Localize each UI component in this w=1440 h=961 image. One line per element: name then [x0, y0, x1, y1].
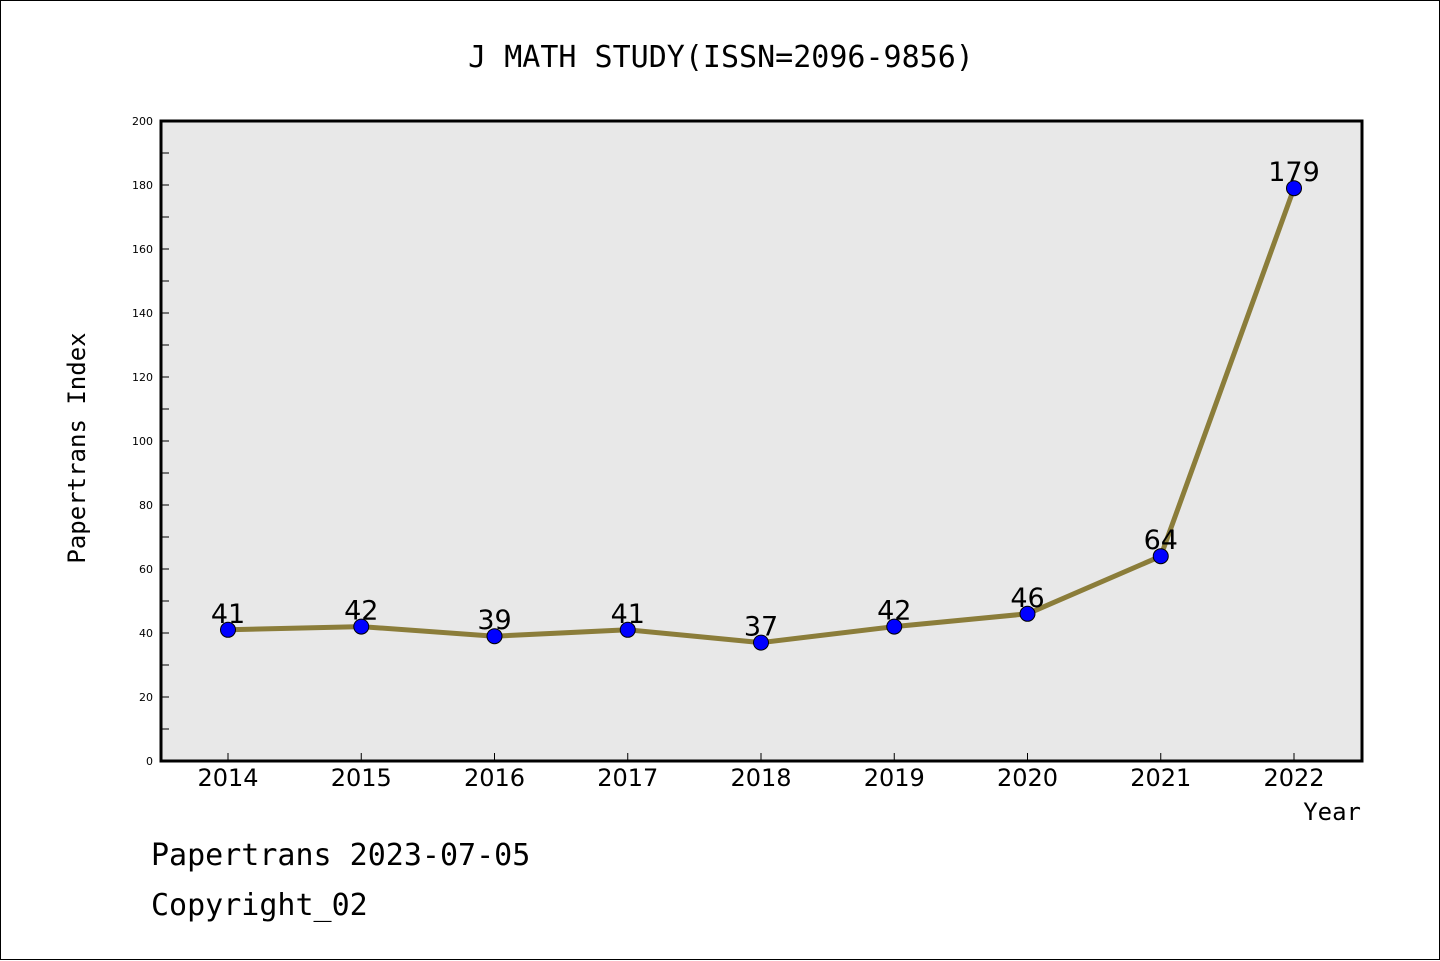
x-tick-label: 2018 [730, 764, 791, 792]
data-label-2021: 64 [1144, 525, 1178, 556]
y-tick-label: 120 [132, 371, 153, 384]
y-tick-label: 80 [139, 499, 153, 512]
data-point-2015 [353, 618, 370, 635]
x-tick-label: 2022 [1263, 764, 1324, 792]
y-tick-label: 20 [139, 691, 153, 704]
data-point-2017 [619, 621, 636, 638]
data-labels: 41 42 39 41 37 42 46 64 179 [211, 157, 1320, 642]
data-label-2014: 41 [211, 599, 245, 630]
footer-date: Papertrans 2023-07-05 [151, 838, 530, 873]
data-label-2019: 42 [877, 596, 911, 627]
y-tick-label: 100 [132, 435, 153, 448]
y-axis-label: Papertrans Index [63, 332, 91, 563]
y-tick-label: 60 [139, 563, 153, 576]
y-tick-label: 140 [132, 307, 153, 320]
x-axis: 2014 2015 2016 2017 2018 2019 2020 2021 2022 [197, 753, 1325, 792]
data-label-2015: 42 [344, 596, 378, 627]
data-points [220, 180, 1302, 651]
chart-title: J MATH STUDY(ISSN=2096-9856) [468, 40, 974, 75]
x-tick-label: 2017 [597, 764, 658, 792]
data-point-2019 [886, 618, 903, 635]
data-point-2022 [1286, 180, 1302, 197]
x-tick-label: 2020 [997, 764, 1058, 792]
x-tick-label: 2021 [1130, 764, 1191, 792]
x-axis-label: Year [1303, 798, 1361, 826]
data-point-2014 [220, 621, 236, 638]
data-point-2020 [1019, 605, 1036, 622]
footer-copyright: Copyright_02 [151, 888, 368, 923]
x-tick-label: 2014 [197, 764, 258, 792]
y-tick-label: 200 [132, 115, 153, 128]
data-label-2018: 37 [744, 612, 778, 643]
y-tick-label: 180 [132, 179, 153, 192]
y-tick-label: 160 [132, 243, 153, 256]
data-point-2018 [753, 634, 769, 651]
y-tick-label: 0 [146, 755, 153, 768]
plot-area [161, 121, 1362, 761]
plot-border [159, 119, 1364, 763]
x-tick-label: 2015 [331, 764, 392, 792]
y-tick-label: 40 [139, 627, 153, 640]
data-label-2020: 46 [1010, 583, 1044, 614]
data-label-2017: 41 [611, 599, 645, 630]
data-label-2022: 179 [1268, 157, 1320, 188]
data-label-2016: 39 [477, 605, 511, 636]
x-tick-label: 2016 [464, 764, 525, 792]
data-point-2021 [1152, 548, 1169, 565]
data-point-2016 [486, 628, 503, 645]
x-tick-label: 2019 [864, 764, 925, 792]
